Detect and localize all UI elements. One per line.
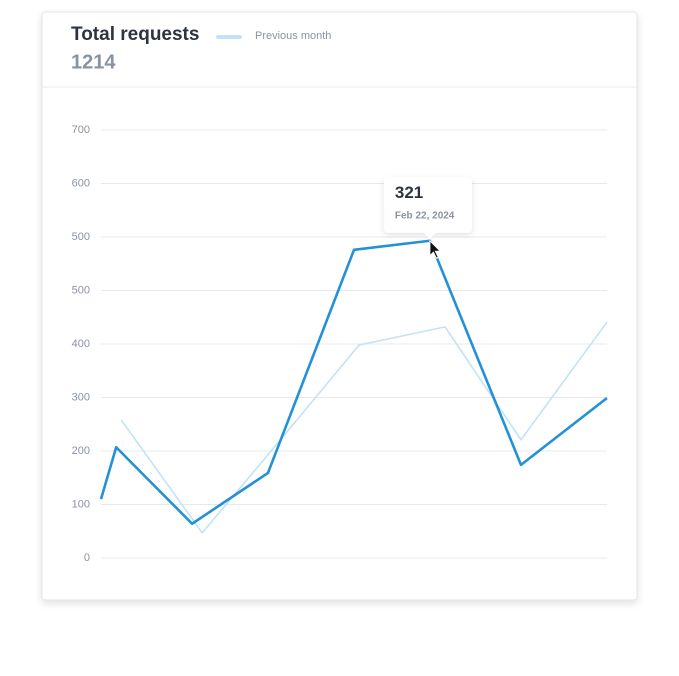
- series-line: [120, 321, 608, 534]
- tooltip: [383, 176, 472, 233]
- y-tick-label: 100: [72, 498, 90, 510]
- y-tick-label: 300: [72, 391, 90, 403]
- y-tick-label: 0: [84, 552, 90, 564]
- tooltip-value: 321: [395, 183, 423, 202]
- cursor: [429, 239, 442, 259]
- tooltip-arrow: [423, 232, 436, 239]
- y-tick-label: 600: [72, 177, 90, 189]
- card: [41, 11, 638, 601]
- y-tick-label: 700: [72, 124, 90, 136]
- chart-title: Total requests: [71, 24, 199, 45]
- y-tick-label: 500: [72, 231, 90, 243]
- y-tick-label: 400: [72, 338, 90, 350]
- y-tick-label: 200: [72, 445, 90, 457]
- total: 1214: [71, 51, 116, 73]
- series-line: [99, 239, 608, 526]
- y-tick-label: 500: [72, 284, 90, 296]
- tooltip-date: Feb 22, 2024: [395, 210, 455, 221]
- legend-label: Previous month: [255, 30, 331, 42]
